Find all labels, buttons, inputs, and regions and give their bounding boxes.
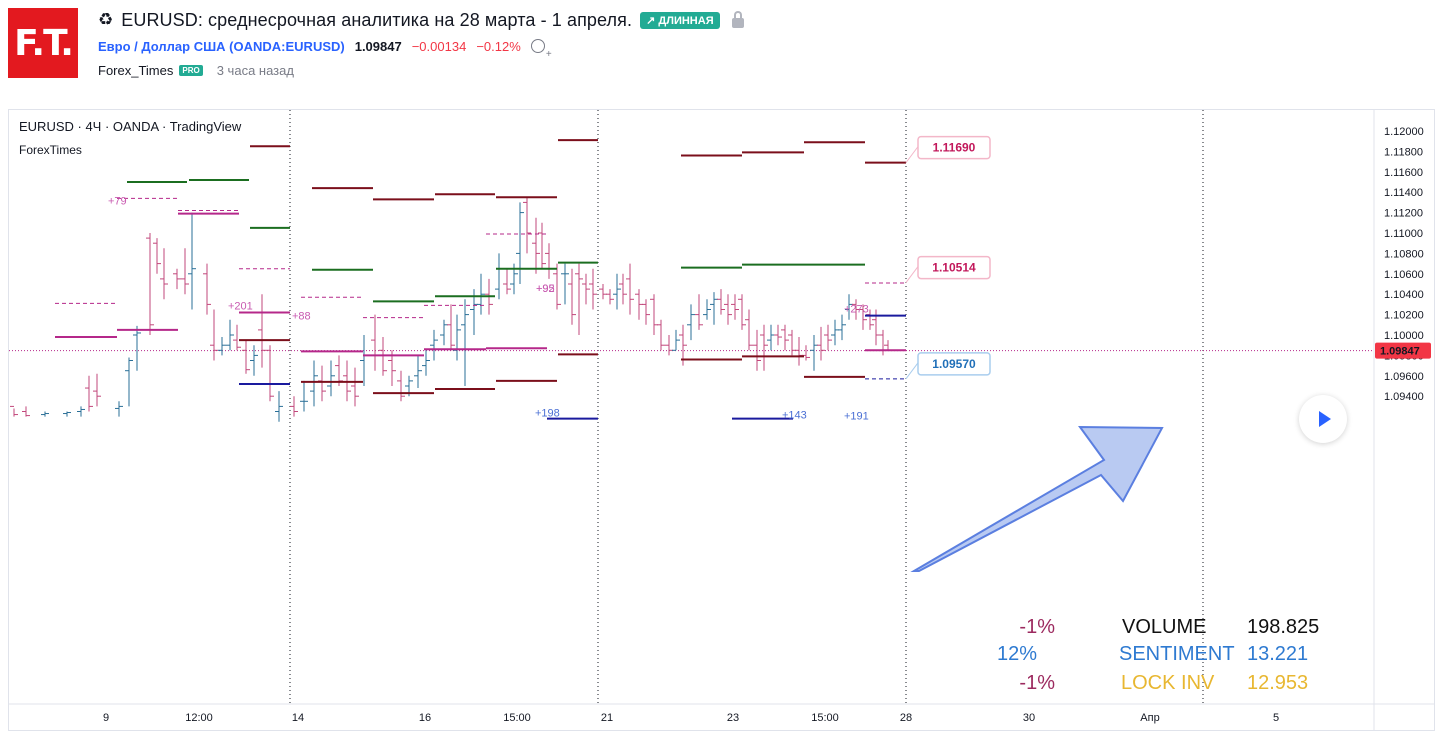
time-axis-tick: Апр [1140,712,1159,724]
play-icon [1319,411,1331,427]
price-change-percent: −0.12% [476,38,521,54]
trend-arrow [910,425,1164,572]
time-axis-tick: 12:00 [185,712,213,724]
title-row: ♻ EURUSD: среднесрочная аналитика на 28 … [98,8,744,32]
level-annotation: +95 [536,283,555,295]
recycle-icon: ♻ [98,10,114,29]
callout-pointer [905,362,919,380]
level-annotation: +92 [536,283,555,295]
author-link[interactable]: Forex_Times [98,62,174,78]
price-axis-tick: 1.09400 [1384,391,1424,403]
play-replay-button[interactable] [1299,395,1347,443]
price-axis-tick: 1.11400 [1384,187,1423,199]
callout-box [917,352,991,376]
time-axis-tick: 28 [900,712,912,724]
time-axis-tick: 5 [1273,712,1279,724]
idea-header: F.T. ♻ EURUSD: среднесрочная аналитика н… [0,0,1440,100]
price-axis-tick: 1.10800 [1384,248,1424,260]
chart-legend-author: ForexTimes [19,143,82,157]
current-price-tag [1375,342,1431,359]
current-price-label: 1.09847 [1380,346,1420,358]
level-annotation: +201 [228,301,253,313]
pro-badge: PRO [179,64,203,76]
stat-value: 12.953 [1247,672,1308,694]
chart-container[interactable]: 1.12000 1.11800 1.11600 1.11400 1.11200 1.110… [8,109,1435,731]
alarm-add-icon[interactable] [530,39,552,60]
price-axis-tick: 1.10600 [1384,269,1424,281]
callout-box [917,135,991,160]
time-axis-tick: 14 [292,712,304,724]
price-axis-tick: 1.11800 [1384,146,1423,158]
callout-box [917,255,991,280]
price-axis-tick: 1.10200 [1384,310,1424,322]
price-axis-tick: 1.12000 [1384,126,1424,138]
callout-pointer [905,266,919,283]
published-time: 3 часа назад [216,62,294,78]
level-annotation: +191 [844,411,869,423]
time-axis-tick: 16 [419,712,431,724]
callout-price: 1.09570 [932,357,976,371]
time-axis-tick: 15:00 [811,712,839,724]
callout-price: 1.10514 [932,261,976,275]
price-axis-tick: 1.10400 [1384,289,1424,301]
time-axis-tick: 23 [727,712,739,724]
level-annotation: +88 [292,311,311,323]
price-axis-tick: 1.11600 [1384,167,1423,179]
level-annotation: +273 [844,304,869,316]
lock-icon [731,11,744,28]
price-change: −0.00134 [411,38,467,54]
stat-label: SENTIMENT [1119,643,1235,665]
chart-canvas[interactable]: 1.12000 1.11800 1.11600 1.11400 1.11200 1.110… [9,110,1434,730]
callout-pointer [905,146,919,163]
time-axis-tick: 30 [1023,712,1035,724]
time-axis-tick: 15:00 [503,712,531,724]
stat-value: 198.825 [1247,616,1319,638]
last-price: 1.09847 [354,38,402,54]
callout-price: 1.11690 [933,141,976,155]
forextimes-logo[interactable]: F.T. [8,8,78,78]
stat-label: LOCK INV [1121,672,1215,694]
chart-legend-symbol: EURUSD · 4Ч · OANDA · TradingView [19,119,242,134]
stat-percent: 12% [997,643,1037,665]
level-annotation: +79 [108,195,127,207]
price-axis-tick: 1.11200 [1384,208,1423,220]
time-axis-tick: 9 [103,712,109,724]
symbol-link[interactable]: Евро / Доллар США (OANDA:EURUSD) [98,38,345,54]
idea-title: EURUSD: среднесрочная аналитика на 28 ма… [121,9,633,30]
level-annotation: +143 [782,410,807,422]
stat-label: VOLUME [1122,616,1206,638]
stat-value: 13.221 [1247,643,1308,665]
author-row: Forex_Times PRO 3 часа назад [98,62,294,78]
time-axis-tick: 21 [601,712,613,724]
price-axis-tick: 1.11000 [1384,228,1423,240]
price-axis-tick: 1.10000 [1384,330,1424,342]
price-axis-tick: 1.09600 [1384,371,1424,383]
stat-percent: -1% [1019,672,1055,694]
symbol-row: Евро / Доллар США (OANDA:EURUSD) 1.09847… [98,37,552,61]
level-annotation: +198 [535,408,560,420]
long-badge: ↗ ДЛИННАЯ [640,11,720,29]
stat-percent: -1% [1019,616,1055,638]
